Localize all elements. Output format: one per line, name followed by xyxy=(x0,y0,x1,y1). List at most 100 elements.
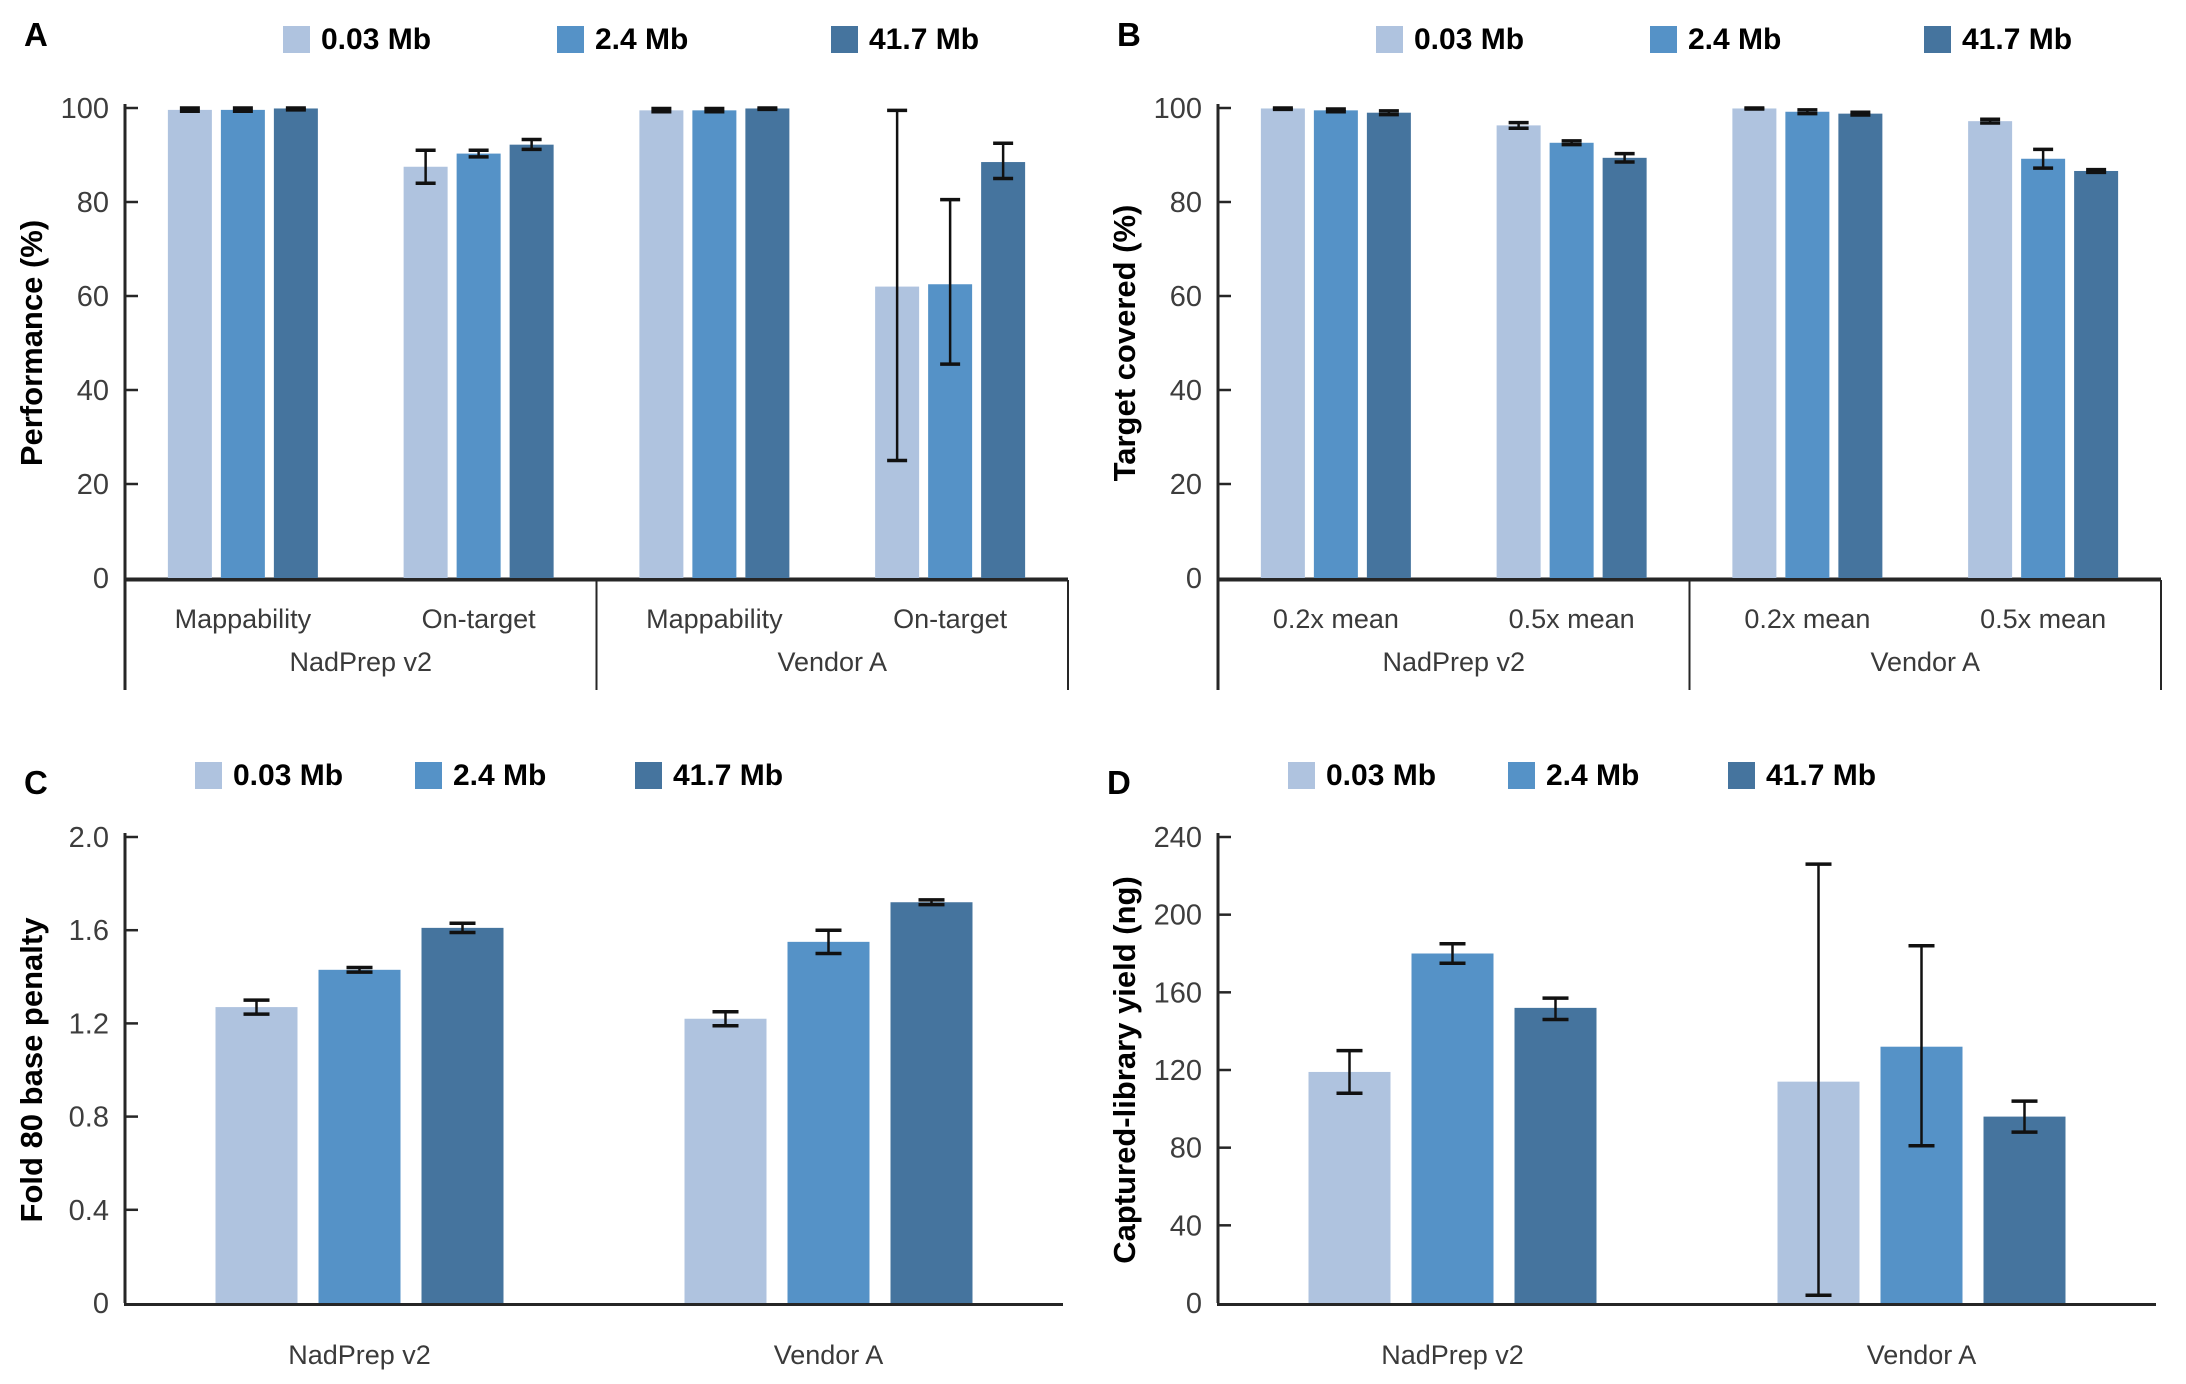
bar-417Mb-nadprep-v2 xyxy=(1602,157,1647,578)
subcategory-label: On-target xyxy=(422,604,537,634)
y-tick-label: 60 xyxy=(1170,281,1202,313)
bar-417Mb-nadprep-v2 xyxy=(273,108,318,578)
bar-003Mb-vendor-a xyxy=(1968,121,2013,578)
legend-label: 2.4 Mb xyxy=(595,23,688,56)
panel-b-chart: B 0.03 Mb 2.4 Mb 41.7 Mb 100 80 60 40 20 0 Target … xyxy=(1107,16,2162,690)
bar-417Mb-nadprep-v2 xyxy=(1514,1007,1597,1303)
bar-24Mb-nadprep-v2 xyxy=(1411,953,1494,1303)
legend-label: 41.7 Mb xyxy=(1766,759,1876,792)
legend-label: 41.7 Mb xyxy=(1962,23,2072,56)
bar-003Mb-nadprep-v2 xyxy=(403,166,448,578)
bar-24Mb-nadprep-v2 xyxy=(220,109,265,578)
y-tick-label: 1.2 xyxy=(69,1008,109,1040)
panel-d: D 0.03 Mb 2.4 Mb 41.7 Mb 240 200 160 120 80 40 0 Ca… xyxy=(1093,700,2186,1384)
legend-swatch xyxy=(1728,762,1755,789)
bar-003Mb-vendor-a xyxy=(639,110,684,578)
bar-417Mb-nadprep-v2 xyxy=(421,927,504,1303)
bar-003Mb-nadprep-v2 xyxy=(215,1007,298,1303)
y-tick-label: 0 xyxy=(1186,1288,1202,1320)
legend-label: 2.4 Mb xyxy=(1546,759,1639,792)
bar-24Mb-nadprep-v2 xyxy=(318,969,401,1303)
bar-003Mb-nadprep-v2 xyxy=(1260,108,1305,578)
y-axis-title: Target covered (%) xyxy=(1107,205,1142,482)
bar-24Mb-vendor-a xyxy=(1785,111,1830,578)
subcategory-label: 0.2x mean xyxy=(1744,604,1870,634)
bar-417Mb-vendor-a xyxy=(890,902,973,1303)
y-tick-label: 80 xyxy=(1170,1133,1202,1165)
y-tick-label: 120 xyxy=(1154,1055,1202,1087)
panel-letter: D xyxy=(1107,764,1131,801)
group-label: Vendor A xyxy=(777,647,887,677)
bar-417Mb-vendor-a xyxy=(1838,113,1883,578)
bar-24Mb-nadprep-v2 xyxy=(1549,142,1594,578)
bar-24Mb-nadprep-v2 xyxy=(456,153,501,578)
y-axis-title: Fold 80 base penalty xyxy=(14,917,49,1223)
legend-swatch xyxy=(1924,26,1951,53)
panel-letter: A xyxy=(24,16,48,53)
bar-24Mb-nadprep-v2 xyxy=(1313,110,1358,578)
y-tick-label: 40 xyxy=(1170,1210,1202,1242)
panel-a-chart: A 0.03 Mb 2.4 Mb 41.7 Mb 100 80 60 40 20 0 Perform… xyxy=(14,16,1069,690)
y-tick-label: 80 xyxy=(1170,187,1202,219)
group-label: NadPrep v2 xyxy=(289,647,432,677)
subcategory-label: 0.5x mean xyxy=(1980,604,2106,634)
bar-003Mb-nadprep-v2 xyxy=(1496,125,1541,578)
panel-a: A 0.03 Mb 2.4 Mb 41.7 Mb 100 80 60 40 20 0 Perform… xyxy=(0,0,1093,705)
bar-417Mb-nadprep-v2 xyxy=(1366,112,1411,578)
legend-label: 0.03 Mb xyxy=(321,23,431,56)
panel-c: C 0.03 Mb 2.4 Mb 41.7 Mb 2.0 1.6 1.2 0.8 0.4 0 Fol… xyxy=(0,700,1093,1384)
panel-letter: B xyxy=(1117,16,1141,53)
panel-letter: C xyxy=(24,764,48,801)
panel-d-chart: D 0.03 Mb 2.4 Mb 41.7 Mb 240 200 160 120 80 40 0 Ca… xyxy=(1107,759,2156,1370)
y-tick-label: 240 xyxy=(1154,822,1202,854)
legend-label: 41.7 Mb xyxy=(673,759,783,792)
y-tick-label: 40 xyxy=(1170,375,1202,407)
legend-swatch xyxy=(635,762,662,789)
legend-swatch xyxy=(1376,26,1403,53)
group-label: Vendor A xyxy=(1870,647,1980,677)
group-label: NadPrep v2 xyxy=(288,1340,431,1370)
group-label: Vendor A xyxy=(1867,1340,1977,1370)
legend-swatch xyxy=(831,26,858,53)
y-tick-label: 1.6 xyxy=(69,915,109,947)
legend-label: 0.03 Mb xyxy=(233,759,343,792)
legend-label: 2.4 Mb xyxy=(453,759,546,792)
y-tick-label: 0 xyxy=(93,1288,109,1320)
legend-swatch xyxy=(415,762,442,789)
bar-003Mb-nadprep-v2 xyxy=(167,109,212,578)
bar-417Mb-vendor-a xyxy=(745,108,790,578)
y-axis-title: Performance (%) xyxy=(14,220,49,466)
legend-label: 0.03 Mb xyxy=(1326,759,1436,792)
group-label: NadPrep v2 xyxy=(1381,1340,1524,1370)
legend-swatch xyxy=(283,26,310,53)
y-axis-title: Captured-library yield (ng) xyxy=(1107,876,1142,1264)
bar-417Mb-vendor-a xyxy=(1983,1116,2066,1303)
y-tick-label: 160 xyxy=(1154,977,1202,1009)
panel-b: B 0.03 Mb 2.4 Mb 41.7 Mb 100 80 60 40 20 0 Target … xyxy=(1093,0,2186,705)
legend-swatch xyxy=(1650,26,1677,53)
subcategory-label: Mappability xyxy=(175,604,312,634)
y-tick-label: 0 xyxy=(93,563,109,595)
legend-swatch xyxy=(557,26,584,53)
bar-24Mb-vendor-a xyxy=(692,110,737,578)
y-tick-label: 80 xyxy=(77,187,109,219)
subcategory-label: 0.5x mean xyxy=(1509,604,1635,634)
bar-24Mb-vendor-a xyxy=(2021,158,2066,578)
legend-label: 2.4 Mb xyxy=(1688,23,1781,56)
y-tick-label: 100 xyxy=(61,93,109,125)
panel-c-chart: C 0.03 Mb 2.4 Mb 41.7 Mb 2.0 1.6 1.2 0.8 0.4 0 Fol… xyxy=(14,759,1063,1370)
bar-24Mb-vendor-a xyxy=(787,941,870,1303)
bar-417Mb-vendor-a xyxy=(981,162,1026,579)
legend-swatch xyxy=(1508,762,1535,789)
legend-swatch xyxy=(195,762,222,789)
y-tick-label: 100 xyxy=(1154,93,1202,125)
bar-003Mb-nadprep-v2 xyxy=(1308,1071,1391,1303)
y-tick-label: 20 xyxy=(77,469,109,501)
bar-003Mb-vendor-a xyxy=(684,1018,767,1303)
legend-label: 41.7 Mb xyxy=(869,23,979,56)
subcategory-label: 0.2x mean xyxy=(1273,604,1399,634)
legend-swatch xyxy=(1288,762,1315,789)
y-tick-label: 0.8 xyxy=(69,1102,109,1134)
y-tick-label: 0 xyxy=(1186,563,1202,595)
